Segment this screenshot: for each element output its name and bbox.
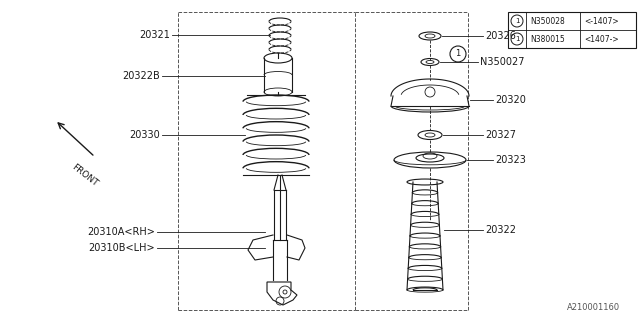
Text: 20327: 20327 (485, 130, 516, 140)
Text: N380015: N380015 (530, 35, 564, 44)
Text: 20330: 20330 (129, 130, 160, 140)
Text: FRONT: FRONT (70, 162, 100, 188)
Text: 1: 1 (515, 36, 519, 42)
Text: 20310A<RH>: 20310A<RH> (87, 227, 155, 237)
Bar (508, 12, 636, 48)
Circle shape (450, 46, 466, 62)
Text: N350028: N350028 (530, 17, 564, 26)
Text: <1407->: <1407-> (584, 35, 619, 44)
Text: A210001160: A210001160 (567, 303, 620, 312)
Text: 20322B: 20322B (122, 71, 160, 81)
Text: 20326: 20326 (485, 31, 516, 41)
Text: 20322: 20322 (485, 225, 516, 235)
Circle shape (511, 15, 523, 27)
Text: <-1407>: <-1407> (584, 17, 619, 26)
Text: 20323: 20323 (495, 155, 526, 165)
Text: 20320: 20320 (495, 95, 526, 105)
Text: 20310B<LH>: 20310B<LH> (88, 243, 155, 253)
Circle shape (511, 33, 523, 45)
Text: 20321: 20321 (139, 30, 170, 40)
Text: 1: 1 (515, 18, 519, 24)
Text: 1: 1 (456, 50, 461, 59)
Text: N350027: N350027 (480, 57, 525, 67)
